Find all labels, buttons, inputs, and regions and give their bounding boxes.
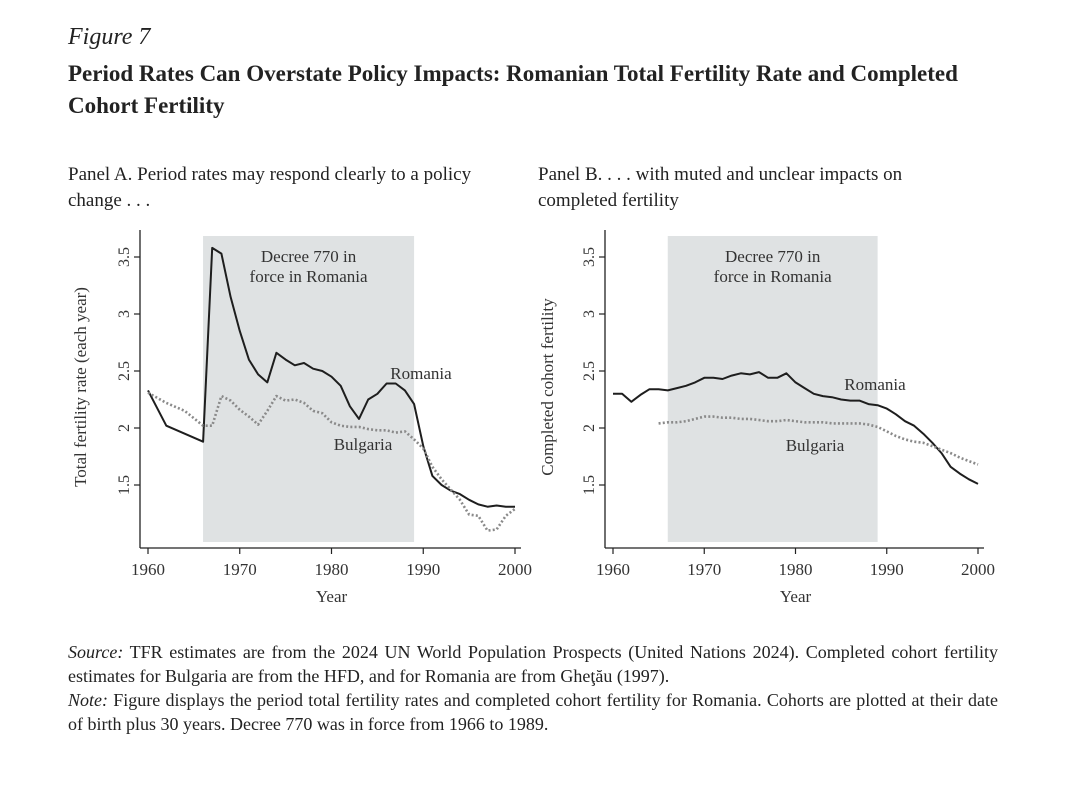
panel-b-decree-label-2: force in Romania — [714, 267, 832, 286]
panel-a-decree-label-2: force in Romania — [250, 267, 368, 286]
panel-a-y-tick-label: 1.5 — [116, 475, 133, 495]
panel-a-x-tick-label: 2000 — [498, 560, 532, 579]
panel-b-x-tick-label: 1980 — [779, 560, 813, 579]
panel-b-x-axis-title: Year — [780, 587, 812, 606]
panel-a-x-tick-label: 1970 — [223, 560, 257, 579]
panel-b-x-tick-label: 1960 — [596, 560, 630, 579]
panel-a-series-label-bulgaria: Bulgaria — [334, 435, 393, 454]
panel-a-title: Panel A. Period rates may respond clearl… — [68, 164, 472, 211]
panel-a-y-axis-title: Total fertility rate (each year) — [71, 287, 90, 487]
panel-a-series-label-romania: Romania — [390, 364, 452, 383]
note-text: Figure displays the period total fertili… — [68, 690, 998, 734]
panel-a-decree-label-1: Decree 770 in — [261, 247, 357, 266]
source-label: Source: — [68, 642, 124, 662]
panel-b-x-tick-label: 2000 — [961, 560, 995, 579]
panel-b-title: Panel B. . . . with muted and unclear im… — [538, 164, 903, 211]
panel-b-series-label-romania: Romania — [844, 375, 906, 394]
panel-a-decree-shading — [203, 236, 415, 542]
panel-a-x-axis-title: Year — [316, 587, 348, 606]
panel-b-series-bulgaria — [658, 415, 979, 466]
source-note: Source: TFR estimates are from the 2024 … — [68, 640, 998, 736]
panel-b-x-tick-label: 1990 — [870, 560, 904, 579]
panel-a-y-tick-label: 2.5 — [116, 361, 133, 381]
panel-a-x-tick-label: 1980 — [315, 560, 349, 579]
panel-b-y-tick-label: 3 — [581, 310, 598, 318]
figure-title: Period Rates Can Overstate Policy Impact… — [68, 61, 958, 118]
panel-b-y-tick-label: 3.5 — [581, 247, 598, 267]
panel-a-y-tick-label: 2 — [116, 424, 133, 432]
panel-b-decree-shading — [667, 236, 878, 542]
figure-label: Figure 7 — [68, 24, 151, 50]
panel-b-y-tick-label: 2 — [581, 424, 598, 432]
panel-a-series-romania — [147, 246, 515, 508]
panel-a-y-tick-label: 3 — [116, 310, 133, 318]
panel-b-x-tick-label: 1970 — [687, 560, 721, 579]
source-text: TFR estimates are from the 2024 UN World… — [68, 642, 998, 686]
panel-a-x-tick-label: 1990 — [406, 560, 440, 579]
note-paragraph: Note: Figure displays the period total f… — [68, 688, 998, 736]
panel-b-y-tick-label: 1.5 — [581, 475, 598, 495]
note-label: Note: — [68, 690, 108, 710]
panel-b-y-axis-title: Completed cohort fertility — [538, 298, 557, 476]
panel-b-series-romania — [613, 371, 979, 485]
panel-a-y-tick-label: 3.5 — [116, 247, 133, 267]
source-paragraph: Source: TFR estimates are from the 2024 … — [68, 640, 998, 688]
panel-b-decree-label-1: Decree 770 in — [725, 247, 821, 266]
panel-b-series-label-bulgaria: Bulgaria — [786, 436, 845, 455]
panel-b-y-tick-label: 2.5 — [581, 361, 598, 381]
panel-a-x-tick-label: 1960 — [131, 560, 165, 579]
